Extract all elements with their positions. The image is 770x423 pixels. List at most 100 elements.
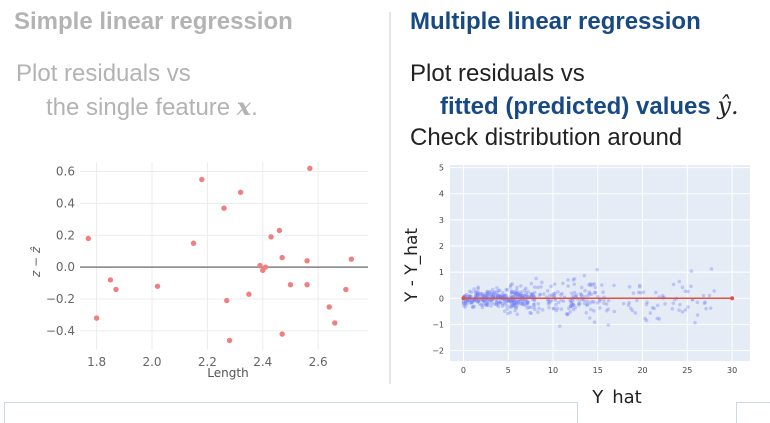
- right-chart-point: [487, 291, 491, 295]
- right-chart-point: [546, 299, 551, 304]
- right-chart-point: [475, 293, 480, 298]
- right-chart-point: [497, 293, 501, 298]
- right-chart-point: [481, 293, 485, 298]
- right-chart-point: [589, 307, 593, 312]
- right-chart-point: [505, 304, 510, 308]
- right-chart-point: [495, 294, 500, 298]
- left-description-line1: Plot residuals vs: [16, 60, 191, 87]
- right-chart-point: [693, 320, 697, 325]
- right-chart-point: [514, 291, 518, 296]
- right-chart-point: [588, 301, 592, 305]
- right-chart-point: [525, 306, 530, 310]
- right-chart-point: [593, 285, 597, 290]
- right-chart-point: [561, 281, 565, 286]
- right-chart-point: [482, 298, 486, 303]
- right-chart-point: [577, 298, 582, 302]
- right-chart-point: [602, 301, 606, 305]
- right-chart-point: [485, 298, 490, 303]
- right-chart-point: [489, 304, 493, 308]
- left-chart-point: [226, 337, 233, 344]
- right-chart-point: [514, 306, 518, 310]
- right-chart-point: [595, 301, 600, 305]
- right-chart-point: [586, 293, 590, 298]
- right-chart-point: [570, 303, 575, 307]
- right-chart-point: [680, 309, 685, 314]
- left-chart-ytick-label: 0.2: [56, 228, 75, 242]
- right-chart-point: [556, 300, 561, 305]
- right-chart-point: [464, 293, 469, 297]
- right-chart-point: [589, 292, 594, 297]
- right-chart-xtick-label: 15: [593, 366, 603, 375]
- right-chart-point: [521, 302, 526, 306]
- right-chart-point: [511, 300, 516, 305]
- right-title: Multiple linear regression: [410, 8, 701, 35]
- right-chart-point: [511, 298, 516, 302]
- left-description-line2: the single feature x.: [46, 92, 258, 122]
- right-chart-ytick-label: 1: [439, 268, 444, 277]
- right-chart-point: [501, 290, 505, 295]
- right-chart-point: [529, 292, 534, 296]
- right-chart-point: [514, 300, 519, 304]
- right-chart-point: [484, 302, 488, 307]
- bottom-frame-left: [4, 402, 578, 423]
- right-chart-point: [588, 282, 593, 286]
- left-chart-point: [304, 281, 310, 288]
- right-chart-point: [644, 318, 649, 323]
- right-chart-point: [513, 289, 517, 294]
- right-chart-point: [508, 285, 513, 289]
- right-chart-point: [654, 290, 658, 295]
- right-chart-point: [500, 304, 505, 308]
- right-chart-point: [507, 298, 512, 302]
- right-chart-point: [497, 288, 502, 293]
- left-title: Simple linear regression: [14, 8, 293, 35]
- right-chart-ytick-label: 4: [439, 190, 444, 199]
- right-chart-point: [486, 293, 490, 297]
- right-chart-point: [504, 301, 508, 305]
- right-chart-point: [532, 285, 537, 289]
- right-chart-point: [490, 287, 495, 292]
- right-chart-point: [514, 300, 518, 305]
- right-chart-point: [471, 305, 475, 310]
- right-chart-point: [531, 294, 536, 298]
- right-chart-point: [475, 299, 479, 303]
- right-chart-point: [638, 290, 643, 295]
- right-chart-point: [566, 278, 570, 282]
- right-chart-point: [627, 285, 632, 289]
- right-chart-point: [526, 290, 531, 294]
- right-chart-point: [475, 300, 480, 304]
- right-chart-xtick-label: 10: [548, 366, 558, 375]
- right-chart-point: [695, 300, 700, 305]
- right-chart-point: [571, 294, 576, 298]
- right-chart-point: [590, 282, 595, 287]
- right-chart-point: [472, 298, 476, 303]
- right-chart-point: [484, 303, 489, 307]
- left-chart-point: [279, 254, 285, 261]
- right-chart-point: [520, 299, 525, 304]
- right-chart-point: [502, 294, 507, 299]
- right-chart-point: [510, 282, 515, 286]
- right-chart-point: [461, 300, 466, 305]
- right-chart-point: [515, 291, 519, 296]
- right-chart-point: [532, 303, 536, 307]
- right-chart-point: [498, 294, 503, 299]
- left-chart-point: [287, 281, 294, 288]
- left-chart-xtick-label: 2.2: [198, 355, 217, 369]
- right-chart-point: [568, 310, 573, 314]
- right-chart-point: [530, 292, 535, 296]
- right-chart-point: [519, 294, 524, 299]
- right-chart-point: [528, 310, 532, 315]
- right-chart-xtick-label: 25: [682, 366, 692, 375]
- right-chart-point: [472, 298, 477, 303]
- right-chart-point: [557, 324, 562, 328]
- right-description-line1: Plot residuals vs: [410, 60, 585, 87]
- right-chart-point: [524, 290, 528, 295]
- right-chart-point: [504, 287, 509, 292]
- right-chart-point: [588, 283, 593, 288]
- right-chart-point: [514, 292, 519, 297]
- left-chart-xtick-label: 2.4: [253, 355, 272, 369]
- left-chart-point: [276, 227, 283, 234]
- right-chart-point: [515, 285, 519, 290]
- right-chart-point: [525, 300, 530, 305]
- right-chart-point: [498, 293, 502, 298]
- right-chart-point: [506, 311, 510, 316]
